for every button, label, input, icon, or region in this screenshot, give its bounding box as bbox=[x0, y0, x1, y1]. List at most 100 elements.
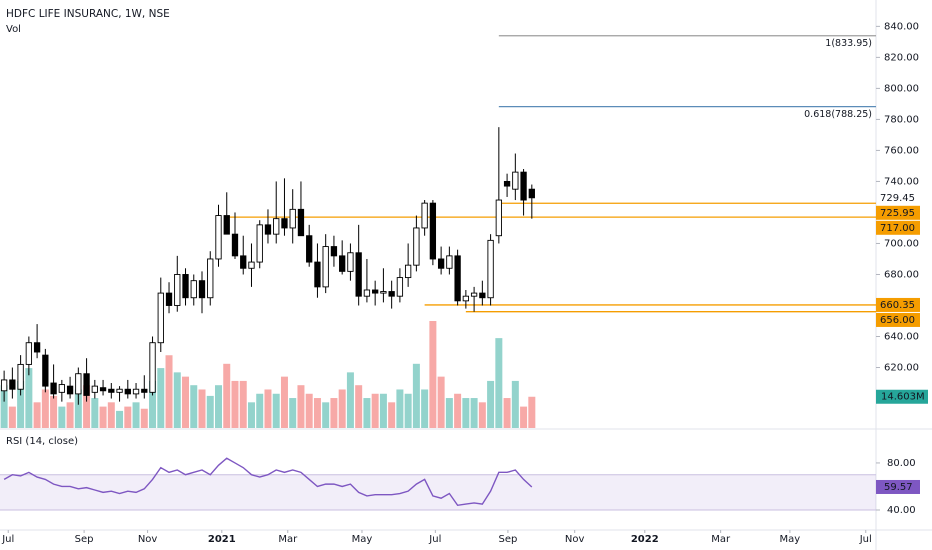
volume-bar bbox=[454, 393, 462, 428]
y-tick-label: 820.00 bbox=[884, 52, 919, 63]
candle-body bbox=[330, 246, 338, 257]
candle-body bbox=[347, 252, 354, 272]
candle-body bbox=[437, 258, 445, 269]
candle-body bbox=[454, 255, 461, 302]
x-tick-label: Nov bbox=[565, 534, 585, 545]
volume-bar bbox=[346, 372, 354, 428]
volume-bar bbox=[289, 398, 297, 428]
candle-body bbox=[470, 292, 478, 297]
volume-bar bbox=[528, 396, 536, 428]
candle-body bbox=[83, 373, 90, 396]
candle-body bbox=[149, 342, 156, 393]
candle-body bbox=[182, 274, 189, 299]
candle-body bbox=[363, 289, 371, 297]
candle-body bbox=[512, 171, 519, 190]
rsi-y-tick-label: 40.00 bbox=[887, 505, 916, 516]
x-tick-label: Mar bbox=[711, 534, 731, 545]
candle-body bbox=[25, 342, 33, 365]
volume-bar bbox=[280, 376, 288, 428]
volume-bar bbox=[33, 402, 41, 428]
volume-bar bbox=[371, 393, 379, 428]
volume-bar bbox=[487, 380, 495, 428]
y-tick-label: 740.00 bbox=[884, 176, 919, 187]
volume-bar bbox=[388, 402, 396, 428]
candle-body bbox=[141, 388, 148, 393]
candle-body bbox=[520, 171, 527, 201]
volume-bar bbox=[338, 389, 346, 428]
candle-body bbox=[17, 363, 24, 390]
price-label: 717.00 bbox=[880, 223, 915, 234]
candle-body bbox=[132, 388, 140, 395]
volume-bar bbox=[264, 389, 272, 428]
volume-bar bbox=[412, 363, 420, 428]
x-tick-label: Sep bbox=[498, 534, 517, 545]
volume-bar bbox=[355, 385, 363, 428]
candle-body bbox=[0, 379, 8, 392]
rsi-y-tick-label: 80.00 bbox=[887, 458, 916, 469]
price-label-box bbox=[876, 205, 920, 220]
volume-bar bbox=[41, 389, 49, 428]
candle-body bbox=[223, 215, 230, 235]
volume-bar bbox=[83, 385, 91, 428]
candle-body bbox=[42, 354, 49, 387]
candle-body bbox=[528, 188, 535, 199]
y-tick-label: 620.00 bbox=[884, 363, 919, 374]
volume-bar bbox=[247, 402, 255, 428]
rsi-band bbox=[0, 474, 876, 510]
volume-bar bbox=[313, 398, 321, 428]
volume-bar bbox=[495, 338, 503, 428]
candle-body bbox=[58, 384, 65, 393]
volume-bar bbox=[404, 393, 412, 428]
volume-bar bbox=[206, 395, 214, 428]
candle-body bbox=[108, 388, 115, 393]
candle-body bbox=[462, 295, 470, 302]
candle-body bbox=[495, 199, 502, 237]
candle-body bbox=[273, 218, 280, 235]
candle-body bbox=[306, 235, 313, 263]
x-tick-label: May bbox=[352, 534, 373, 545]
volume-bar bbox=[478, 402, 486, 428]
candle-body bbox=[9, 379, 16, 390]
volume-bar bbox=[66, 402, 74, 428]
y-tick-label: 840.00 bbox=[884, 21, 919, 32]
candle-body bbox=[404, 264, 412, 279]
candle-body bbox=[372, 289, 379, 294]
candle-body bbox=[116, 388, 123, 393]
volume-bar bbox=[503, 398, 511, 428]
candle-body bbox=[413, 227, 420, 266]
candle-body bbox=[207, 258, 214, 299]
price-label-box bbox=[876, 297, 920, 312]
candle-body bbox=[281, 218, 288, 229]
candle-body bbox=[66, 385, 74, 395]
volume-bar bbox=[272, 393, 280, 428]
price-label-box bbox=[876, 220, 920, 235]
volume-bar bbox=[322, 402, 330, 428]
volume-bar bbox=[190, 385, 198, 428]
x-tick-label: Jul bbox=[859, 534, 872, 545]
candle-body bbox=[503, 180, 511, 187]
price-label-box bbox=[876, 312, 920, 327]
candle-body bbox=[50, 382, 57, 395]
x-tick-label: 2021 bbox=[208, 534, 236, 545]
volume-bar bbox=[74, 389, 82, 428]
candle-body bbox=[429, 202, 437, 260]
volume-bar bbox=[421, 389, 429, 428]
rsi-last-label: 59.57 bbox=[884, 482, 913, 493]
candle-body bbox=[248, 261, 255, 269]
volume-label-box bbox=[876, 389, 928, 404]
candle-body bbox=[339, 255, 346, 272]
volume-bar bbox=[305, 393, 313, 428]
volume-bar bbox=[50, 395, 58, 428]
volume-bar bbox=[91, 398, 99, 428]
candle-body bbox=[165, 292, 173, 306]
candle-body bbox=[421, 202, 428, 229]
candle-body bbox=[75, 373, 82, 395]
volume-last-label: 14.603M bbox=[881, 392, 925, 403]
volume-bar bbox=[198, 389, 206, 428]
volume-bar bbox=[429, 321, 437, 428]
volume-bar bbox=[157, 368, 165, 428]
volume-bar bbox=[437, 376, 445, 428]
volume-bar bbox=[462, 398, 470, 428]
